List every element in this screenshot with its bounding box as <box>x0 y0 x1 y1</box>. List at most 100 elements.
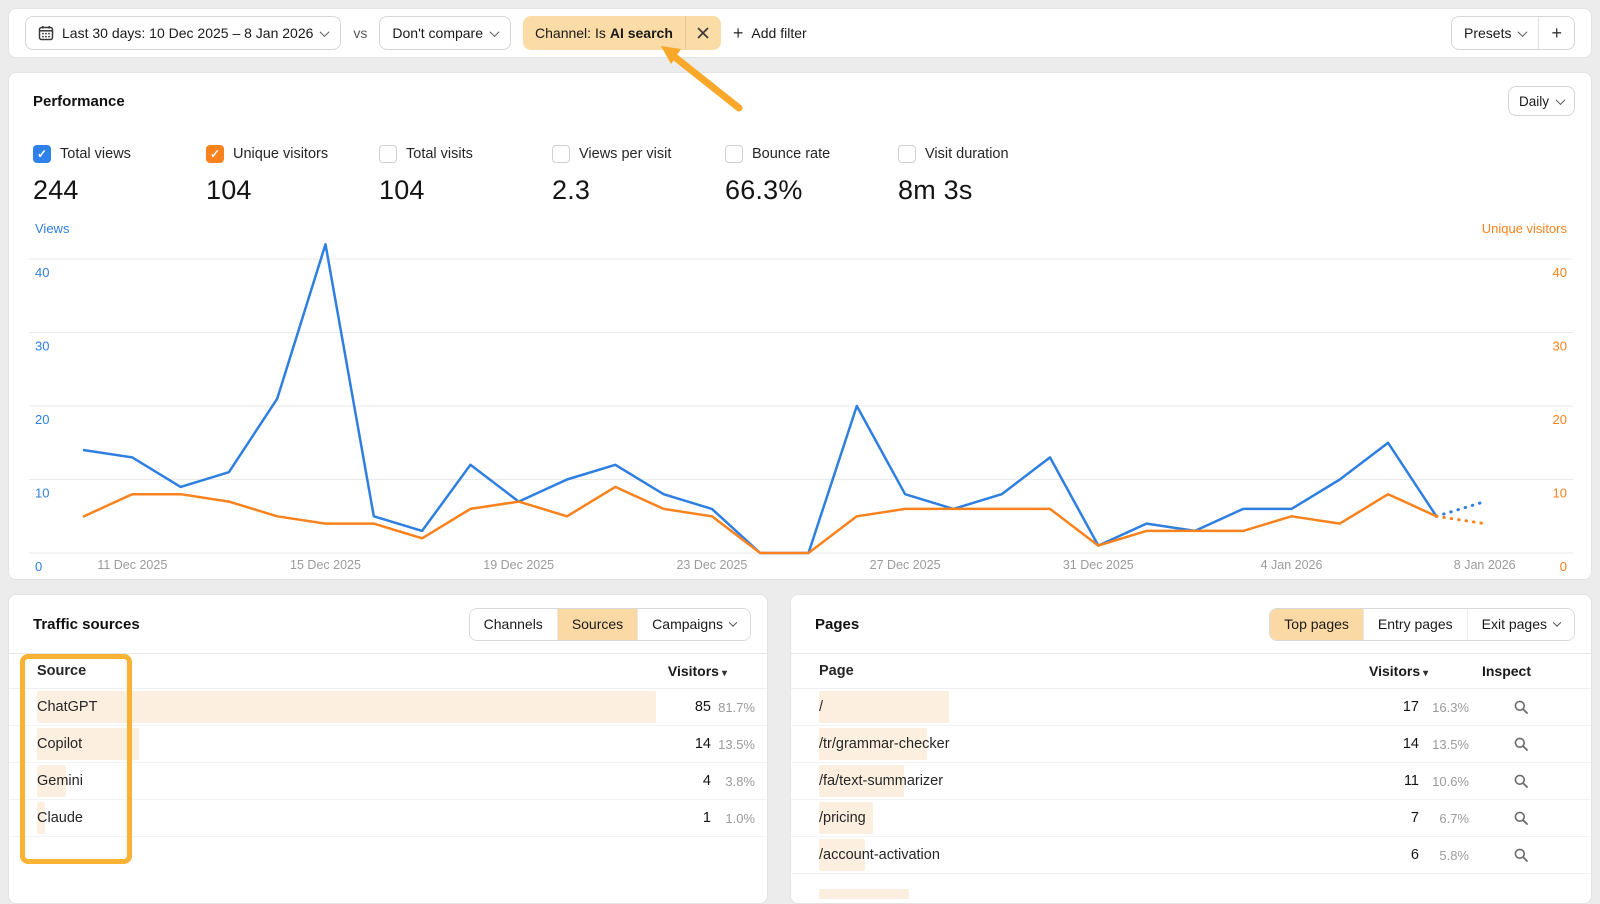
row-percentage-bar <box>819 691 950 723</box>
interval-select[interactable]: Daily <box>1507 86 1575 116</box>
presets-label: Presets <box>1464 25 1512 41</box>
compare-select[interactable]: Don't compare <box>379 16 512 50</box>
x-axis-tick: 4 Jan 2026 <box>1261 558 1323 571</box>
column-header-visitors[interactable]: Visitors ▾ <box>667 663 727 679</box>
checkbox-unchecked-icon[interactable] <box>725 145 743 163</box>
x-axis-tick: 23 Dec 2025 <box>676 558 747 571</box>
tab-sources[interactable]: Sources <box>556 608 638 640</box>
magnifier-icon <box>1513 773 1529 789</box>
table-row[interactable]: ChatGPT 85 81.7% <box>9 689 767 726</box>
series-line-dotted-unique-visitors <box>1434 514 1487 526</box>
metric-checkbox-bounce-rate[interactable]: Bounce rate <box>725 145 898 163</box>
x-axis-tick: 27 Dec 2025 <box>870 558 941 571</box>
sources-table-header: Source Visitors ▾ <box>9 653 767 689</box>
source-name: Copilot <box>37 736 83 752</box>
table-row[interactable]: /pricing 7 6.7% <box>791 800 1591 837</box>
tab-top-pages[interactable]: Top pages <box>1270 608 1363 640</box>
metric-label: Total visits <box>406 146 473 162</box>
inspect-button[interactable] <box>1511 808 1531 828</box>
visitors-percent: 6.7% <box>1439 810 1469 826</box>
left-axis-tick: 30 <box>35 339 49 354</box>
save-preset-button[interactable]: + <box>1539 17 1574 49</box>
left-axis-tick: 20 <box>35 412 49 427</box>
filter-bar: Last 30 days: 10 Dec 2025 – 8 Jan 2026 v… <box>8 8 1592 58</box>
performance-panel: Performance Daily ✓ Total views 244 ✓ Unique… <box>8 72 1592 580</box>
sort-caret-icon: ▾ <box>721 668 727 679</box>
visitors-percent: 5.8% <box>1439 847 1469 863</box>
inspect-button[interactable] <box>1511 734 1531 754</box>
inspect-cell <box>1469 771 1531 791</box>
magnifier-icon <box>1513 736 1529 752</box>
inspect-button[interactable] <box>1511 771 1531 791</box>
visitors-percent: 81.7% <box>718 699 755 715</box>
tab-label: Entry pages <box>1377 616 1453 632</box>
tab-exit-pages[interactable]: Exit pages <box>1466 608 1574 640</box>
right-axis-tick: 10 <box>1553 486 1567 501</box>
metric-total-visits: Total visits 104 <box>379 145 552 206</box>
x-axis-tick: 31 Dec 2025 <box>1063 558 1134 571</box>
table-row[interactable]: Copilot 14 13.5% <box>9 726 767 763</box>
sources-table-body: ChatGPT 85 81.7% Copilot 14 13.5% Gemini 4 3.8% C… <box>9 689 767 837</box>
metric-checkbox-unique-visitors[interactable]: ✓ Unique visitors <box>206 145 379 163</box>
x-axis-tick: 11 Dec 2025 <box>97 558 167 571</box>
divider <box>1538 17 1540 49</box>
metric-checkbox-views-per-visit[interactable]: Views per visit <box>552 145 725 163</box>
pages-panel: Pages Top pages Entry pages Exit pages Pag… <box>790 594 1592 904</box>
magnifier-icon <box>1513 810 1529 826</box>
column-header-visitors[interactable]: Visitors ▾ <box>1369 663 1429 679</box>
column-header-inspect: Inspect <box>1481 663 1531 679</box>
inspect-cell <box>1469 697 1531 717</box>
table-row[interactable]: /account-activation 6 5.8% <box>791 837 1591 874</box>
channel-filter-chip[interactable]: Channel: Is AI search <box>523 16 721 50</box>
left-axis-tick: 40 <box>35 265 49 280</box>
checkbox-checked-icon[interactable]: ✓ <box>206 145 224 163</box>
pages-header: Pages Top pages Entry pages Exit pages <box>791 595 1591 653</box>
page-path: /pricing <box>819 810 866 826</box>
metric-value: 2.3 <box>552 175 591 205</box>
x-axis-tick: 15 Dec 2025 <box>290 558 361 571</box>
metric-label: Views per visit <box>579 146 672 162</box>
tab-channels[interactable]: Channels <box>469 608 557 640</box>
vs-label: vs <box>353 25 368 41</box>
partial-row-bar <box>819 889 909 899</box>
table-row[interactable]: Claude 1 1.0% <box>9 800 767 837</box>
table-row[interactable]: / 17 16.3% <box>791 689 1591 726</box>
checkbox-unchecked-icon[interactable] <box>898 145 916 163</box>
metric-checkbox-visit-duration[interactable]: Visit duration <box>898 145 1071 163</box>
column-header-page: Page <box>819 663 854 679</box>
presets-button[interactable]: Presets <box>1452 17 1538 49</box>
visitors-percent: 10.6% <box>1432 773 1469 789</box>
right-axis-tick: 20 <box>1553 412 1567 427</box>
metric-value: 8m 3s <box>898 175 973 205</box>
tab-label: Exit pages <box>1481 616 1547 632</box>
column-header-source: Source <box>37 663 87 679</box>
source-name: ChatGPT <box>37 699 98 715</box>
remove-filter-button[interactable] <box>684 16 721 50</box>
add-filter-button[interactable]: + Add filter <box>733 24 807 42</box>
visitors-value: 4 <box>702 773 711 789</box>
visitors-percent: 13.5% <box>1432 736 1469 752</box>
metric-checkbox-total-visits[interactable]: Total visits <box>379 145 552 163</box>
tab-entry-pages[interactable]: Entry pages <box>1362 608 1467 640</box>
chevron-down-icon <box>319 26 330 37</box>
table-row[interactable]: Gemini 4 3.8% <box>9 763 767 800</box>
tab-campaigns[interactable]: Campaigns <box>637 608 750 640</box>
metric-checkbox-total-views[interactable]: ✓ Total views <box>33 145 206 163</box>
inspect-button[interactable] <box>1511 845 1531 865</box>
inspect-button[interactable] <box>1511 697 1531 717</box>
inspect-cell <box>1469 734 1531 754</box>
checkbox-checked-icon[interactable]: ✓ <box>33 145 51 163</box>
magnifier-icon <box>1513 847 1529 863</box>
table-row[interactable]: /tr/grammar-checker 14 13.5% <box>791 726 1591 763</box>
x-axis-tick: 19 Dec 2025 <box>483 558 554 571</box>
traffic-sources-title: Traffic sources <box>33 615 140 633</box>
date-range-button[interactable]: Last 30 days: 10 Dec 2025 – 8 Jan 2026 <box>25 16 342 50</box>
visitors-percent: 3.8% <box>725 773 755 789</box>
metric-views-per-visit: Views per visit 2.3 <box>552 145 725 206</box>
table-row[interactable]: /fa/text-summarizer 11 10.6% <box>791 763 1591 800</box>
metric-value: 104 <box>206 175 252 205</box>
row-percentage-bar <box>37 765 66 797</box>
page-path: /fa/text-summarizer <box>819 773 944 789</box>
checkbox-unchecked-icon[interactable] <box>379 145 397 163</box>
checkbox-unchecked-icon[interactable] <box>552 145 570 163</box>
